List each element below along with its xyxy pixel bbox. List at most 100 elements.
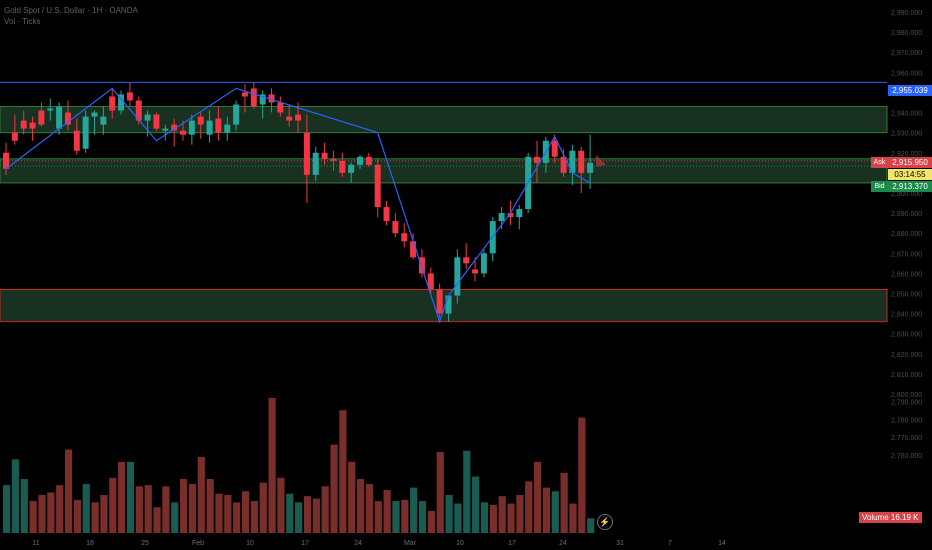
volume-bar xyxy=(91,502,99,533)
volume-bar xyxy=(180,479,188,533)
candle xyxy=(534,156,540,163)
zone-rect-1 xyxy=(0,106,888,134)
time-axis-label: 25 xyxy=(141,540,149,547)
price-axis-label: 2,880.000 xyxy=(891,231,922,238)
lightning-icon[interactable]: ⚡ xyxy=(597,514,613,530)
volume-bar xyxy=(100,494,108,533)
volume-bar xyxy=(507,503,515,533)
candle xyxy=(516,209,523,218)
candle xyxy=(64,112,71,125)
ask-button[interactable]: Ask xyxy=(871,157,888,168)
time-axis-label: 11 xyxy=(32,540,39,547)
candle xyxy=(410,241,417,258)
volume-bar xyxy=(162,486,170,533)
time-axis-label: 14 xyxy=(718,540,726,547)
price-axis-label: 2,860.000 xyxy=(891,271,922,278)
time-axis-label: 7 xyxy=(668,540,672,547)
volume-bar xyxy=(383,490,391,533)
volume-bar xyxy=(268,398,276,533)
volume-bar xyxy=(11,459,20,533)
volume-bar xyxy=(73,499,81,533)
candle xyxy=(330,158,337,161)
volume-label: Volume xyxy=(862,513,889,522)
volume-bar xyxy=(312,498,320,533)
volume-bar xyxy=(578,417,586,533)
volume-bar xyxy=(489,504,497,533)
volume-bar xyxy=(357,479,365,533)
volume-bar xyxy=(56,485,64,533)
volume-bar xyxy=(542,487,551,533)
price-axis-label: 2,920.000 xyxy=(891,151,922,158)
candle xyxy=(206,120,213,135)
volume-bar xyxy=(3,485,11,533)
candle xyxy=(197,116,204,125)
arrow-marker xyxy=(596,154,607,167)
candle xyxy=(551,140,558,157)
candle xyxy=(91,112,98,117)
volume-bar xyxy=(410,487,418,533)
volume-bar xyxy=(303,496,312,533)
candle xyxy=(259,94,266,105)
candle xyxy=(321,152,328,159)
zigzag-line[interactable] xyxy=(5,87,591,324)
price-axis-label: 2,900.000 xyxy=(891,191,922,198)
candle xyxy=(401,233,408,242)
price-axis-label: 2,890.000 xyxy=(891,211,922,218)
candle xyxy=(587,162,594,173)
candle xyxy=(162,128,169,131)
volume-bar xyxy=(480,502,489,533)
time-axis-label: Mar xyxy=(404,540,417,547)
volume-bar xyxy=(418,501,427,533)
volume-bar xyxy=(472,476,480,533)
volume-bar xyxy=(82,483,90,533)
volume-bar xyxy=(206,479,214,533)
volume-bar xyxy=(144,485,152,533)
price-axis-label: 2,930.000 xyxy=(891,131,922,138)
price-axis-label: 2,760.000 xyxy=(891,453,922,460)
candle xyxy=(383,207,390,222)
candle xyxy=(392,221,399,234)
volume-bar xyxy=(401,499,409,533)
volume-bar xyxy=(250,501,258,533)
bid-button[interactable]: Bid xyxy=(871,181,888,192)
volume-bar xyxy=(365,483,374,533)
volume-bar xyxy=(118,461,126,533)
candle xyxy=(436,289,443,314)
candle xyxy=(286,116,293,121)
candle xyxy=(38,110,45,125)
volume-bar xyxy=(516,494,524,533)
volume-bar xyxy=(286,493,294,533)
candle xyxy=(215,118,222,133)
candle xyxy=(454,257,461,296)
price-axis-label: 2,820.000 xyxy=(891,352,922,359)
time-axis-label: 31 xyxy=(616,540,624,547)
candle xyxy=(427,273,434,290)
candle xyxy=(365,156,372,165)
candle xyxy=(295,114,302,121)
candle xyxy=(118,94,125,111)
candle xyxy=(303,132,310,175)
candle xyxy=(348,164,355,173)
candle xyxy=(82,116,89,149)
volume-bar xyxy=(551,491,559,533)
volume-bar xyxy=(29,501,37,533)
candle xyxy=(507,213,514,218)
zone-rect-3 xyxy=(0,288,888,323)
candle xyxy=(480,253,487,274)
candle xyxy=(188,120,195,135)
candle xyxy=(135,100,142,121)
candle xyxy=(109,96,116,111)
candle xyxy=(312,152,319,175)
candle xyxy=(241,92,248,97)
volume-bar xyxy=(339,410,347,533)
volume-bar xyxy=(38,494,46,533)
candle xyxy=(47,108,54,111)
volume-bar xyxy=(277,477,285,533)
ask-price-tag: 2,915.950 xyxy=(888,157,932,168)
time-axis-label: 24 xyxy=(559,540,567,547)
volume-bar xyxy=(64,449,73,533)
volume-bar xyxy=(498,496,506,533)
volume-bar xyxy=(295,502,303,533)
candle xyxy=(20,120,27,129)
